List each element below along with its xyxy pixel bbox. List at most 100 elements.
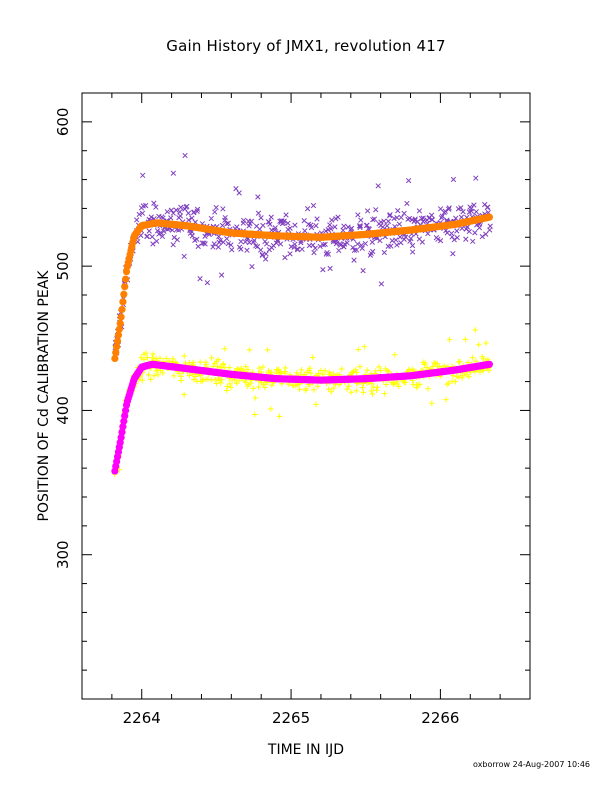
data-point: [353, 388, 360, 394]
data-point: [255, 194, 261, 200]
data-point: [358, 242, 365, 248]
data-point: [327, 222, 333, 228]
data-point: [283, 212, 289, 218]
data-point: [355, 212, 361, 218]
data-point: [336, 247, 342, 254]
data-point: [319, 371, 326, 377]
data-point: [168, 215, 174, 221]
data-point: [272, 225, 278, 231]
data-point: [469, 354, 476, 361]
data-point: [164, 209, 170, 215]
data-point: [169, 227, 176, 233]
data-point: [344, 240, 350, 246]
data-point: [457, 358, 463, 365]
data-point: [264, 347, 271, 353]
data-point: [314, 383, 321, 390]
data-point: [262, 256, 269, 262]
data-point: [378, 281, 385, 287]
data-point: [387, 212, 393, 218]
data-point: [294, 370, 300, 376]
data-point: [452, 378, 459, 385]
data-point: [144, 233, 151, 239]
data-point: [277, 241, 284, 247]
data-point: [276, 413, 283, 420]
data-point: [431, 360, 437, 366]
data-point: [215, 356, 222, 363]
data-point: [425, 385, 431, 392]
fit-point: [119, 298, 127, 306]
data-point: [446, 206, 452, 212]
data-point: [313, 223, 319, 229]
data-point: [269, 382, 275, 388]
data-point: [353, 369, 360, 376]
data-point: [451, 237, 457, 243]
data-point: [338, 366, 345, 372]
data-point: [178, 204, 184, 210]
data-point: [139, 210, 146, 216]
data-point: [225, 220, 231, 226]
fit-point: [121, 412, 129, 420]
data-point: [281, 218, 287, 224]
data-point: [395, 383, 402, 390]
data-point: [157, 355, 163, 362]
data-point: [147, 376, 154, 383]
data-point: [251, 237, 257, 244]
data-point: [314, 216, 320, 222]
data-point: [383, 381, 389, 388]
data-point: [211, 241, 217, 247]
footer-stamp: oxborrow 24-Aug-2007 10:46: [473, 760, 590, 769]
x-axis-ticks: 2264 2265 2266: [81, 93, 531, 727]
data-point: [375, 183, 381, 189]
data-point: [394, 242, 400, 248]
data-point: [260, 364, 266, 370]
y-tick-label: 400: [54, 396, 72, 425]
data-point: [184, 203, 190, 210]
data-point: [441, 363, 447, 369]
data-point: [256, 365, 263, 371]
data-point: [291, 244, 297, 251]
data-point: [462, 336, 469, 343]
data-point: [475, 341, 482, 348]
data-point: [282, 370, 288, 376]
data-point: [249, 263, 255, 270]
data-point: [466, 228, 472, 235]
data-point: [405, 177, 412, 184]
plot-marks: [111, 152, 493, 478]
data-point: [364, 222, 370, 228]
data-point: [428, 212, 435, 218]
data-point: [408, 235, 414, 242]
y-tick-label: 300: [54, 540, 72, 569]
data-point: [479, 234, 485, 240]
data-point: [217, 380, 224, 386]
fit-point: [122, 406, 130, 415]
data-point: [328, 226, 334, 232]
data-point: [194, 236, 200, 242]
data-point: [373, 387, 380, 394]
data-point: [357, 223, 364, 229]
data-point: [199, 378, 206, 384]
data-point: [215, 244, 222, 250]
data-point: [368, 388, 375, 394]
data-point: [428, 400, 435, 407]
y-tick-label: 600: [54, 108, 72, 137]
fit-point: [118, 305, 126, 314]
data-point: [197, 276, 203, 282]
data-point: [486, 367, 492, 374]
data-point: [189, 233, 195, 239]
data-point: [163, 355, 169, 362]
data-point: [473, 175, 479, 181]
data-point: [317, 243, 323, 250]
data-point: [446, 205, 452, 211]
data-point: [263, 251, 269, 257]
data-point: [472, 327, 479, 333]
data-point: [390, 381, 397, 388]
fit-point: [122, 275, 130, 283]
data-point: [416, 208, 423, 214]
data-point: [328, 388, 335, 395]
data-point: [344, 386, 350, 392]
data-point: [369, 239, 375, 245]
data-point: [385, 218, 391, 224]
data-point: [376, 364, 382, 370]
data-point: [182, 152, 188, 159]
